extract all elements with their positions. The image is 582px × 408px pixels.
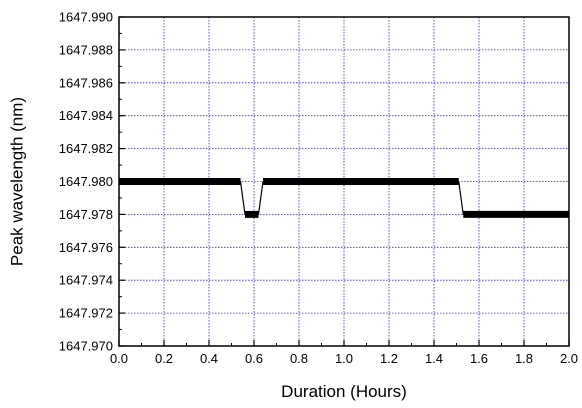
x-tick-label: 1.2	[380, 351, 398, 366]
y-tick-label: 1647.974	[59, 273, 113, 288]
x-tick-label: 1.8	[515, 351, 533, 366]
x-axis-title: Duration (Hours)	[281, 382, 407, 401]
y-tick-label: 1647.982	[59, 141, 113, 156]
x-tick-label: 1.4	[425, 351, 443, 366]
y-tick-label: 1647.984	[59, 108, 113, 123]
x-tick-label: 0.6	[245, 351, 263, 366]
y-tick-label: 1647.976	[59, 240, 113, 255]
y-tick-label: 1647.990	[59, 10, 113, 25]
series-line	[119, 180, 569, 215]
x-tick-labels: 0.0 0.2 0.4 0.6 0.8 1.0 1.2 1.4 1.6 1.8 2.0	[110, 351, 578, 366]
y-axis-title: Peak wavelength (nm)	[7, 97, 26, 266]
x-tick-label: 1.0	[335, 351, 353, 366]
x-tick-label: 0.2	[155, 351, 173, 366]
x-tick-label: 2.0	[560, 351, 578, 366]
y-tick-label: 1647.978	[59, 207, 113, 222]
y-tick-label: 1647.980	[59, 174, 113, 189]
axis-ticks	[118, 16, 570, 347]
data-series	[119, 178, 569, 218]
y-tick-label: 1647.970	[59, 339, 113, 354]
x-tick-label: 0.8	[290, 351, 308, 366]
y-tick-label: 1647.972	[59, 306, 113, 321]
y-tick-label: 1647.988	[59, 42, 113, 57]
x-tick-label: 0.0	[110, 351, 128, 366]
x-tick-label: 0.4	[200, 351, 218, 366]
y-tick-labels: 1647.970 1647.972 1647.974 1647.976 1647.978…	[59, 10, 113, 354]
y-tick-label: 1647.986	[59, 75, 113, 90]
x-tick-label: 1.6	[470, 351, 488, 366]
